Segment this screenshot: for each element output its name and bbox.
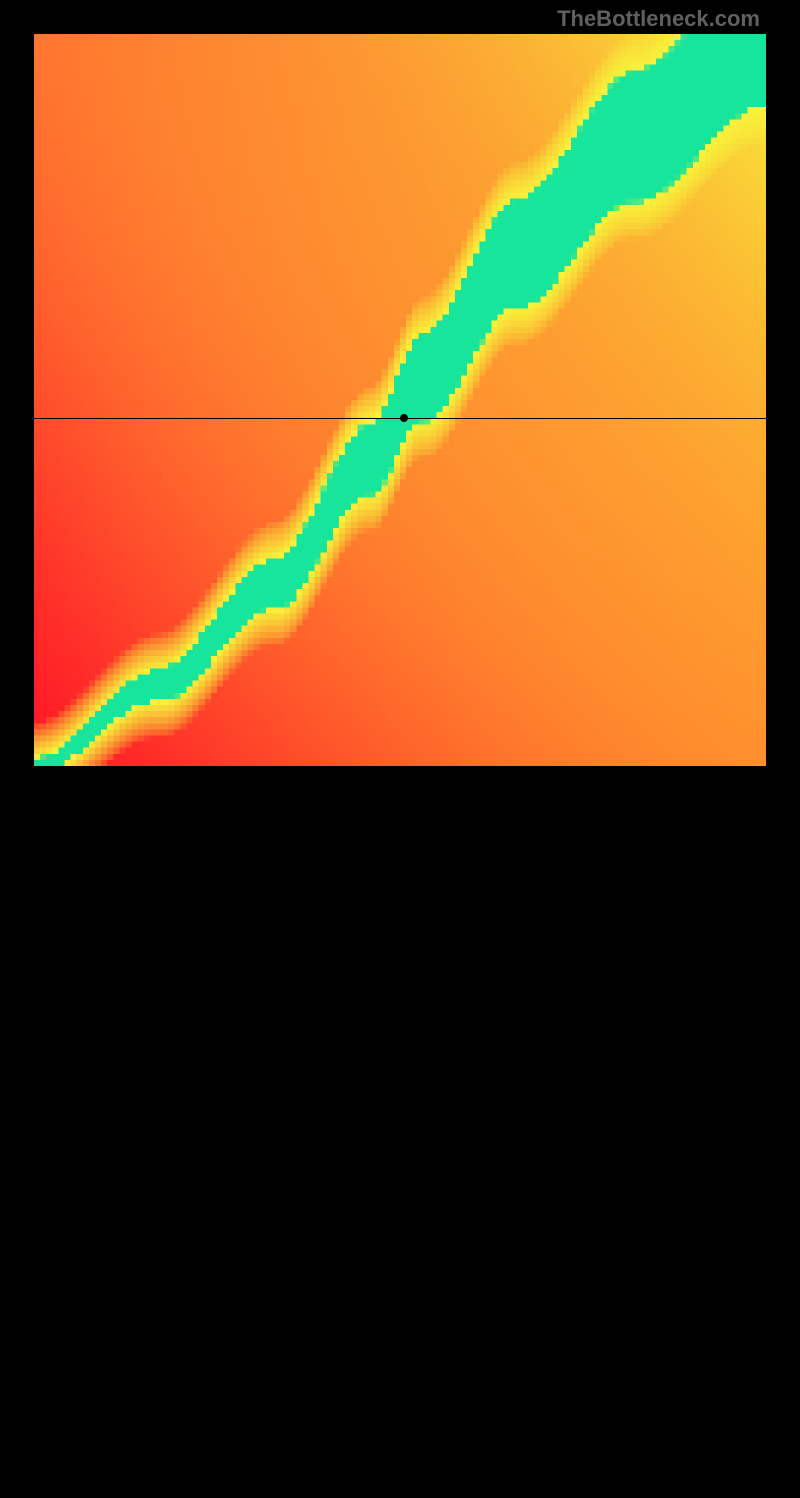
crosshair-vertical — [404, 766, 405, 1498]
heatmap-canvas — [34, 34, 766, 766]
crosshair-dot — [400, 414, 408, 422]
watermark-text: TheBottleneck.com — [557, 6, 760, 32]
heatmap-plot — [34, 34, 766, 766]
